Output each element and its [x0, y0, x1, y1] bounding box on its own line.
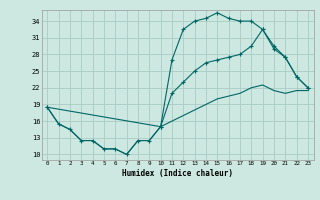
X-axis label: Humidex (Indice chaleur): Humidex (Indice chaleur) [122, 169, 233, 178]
